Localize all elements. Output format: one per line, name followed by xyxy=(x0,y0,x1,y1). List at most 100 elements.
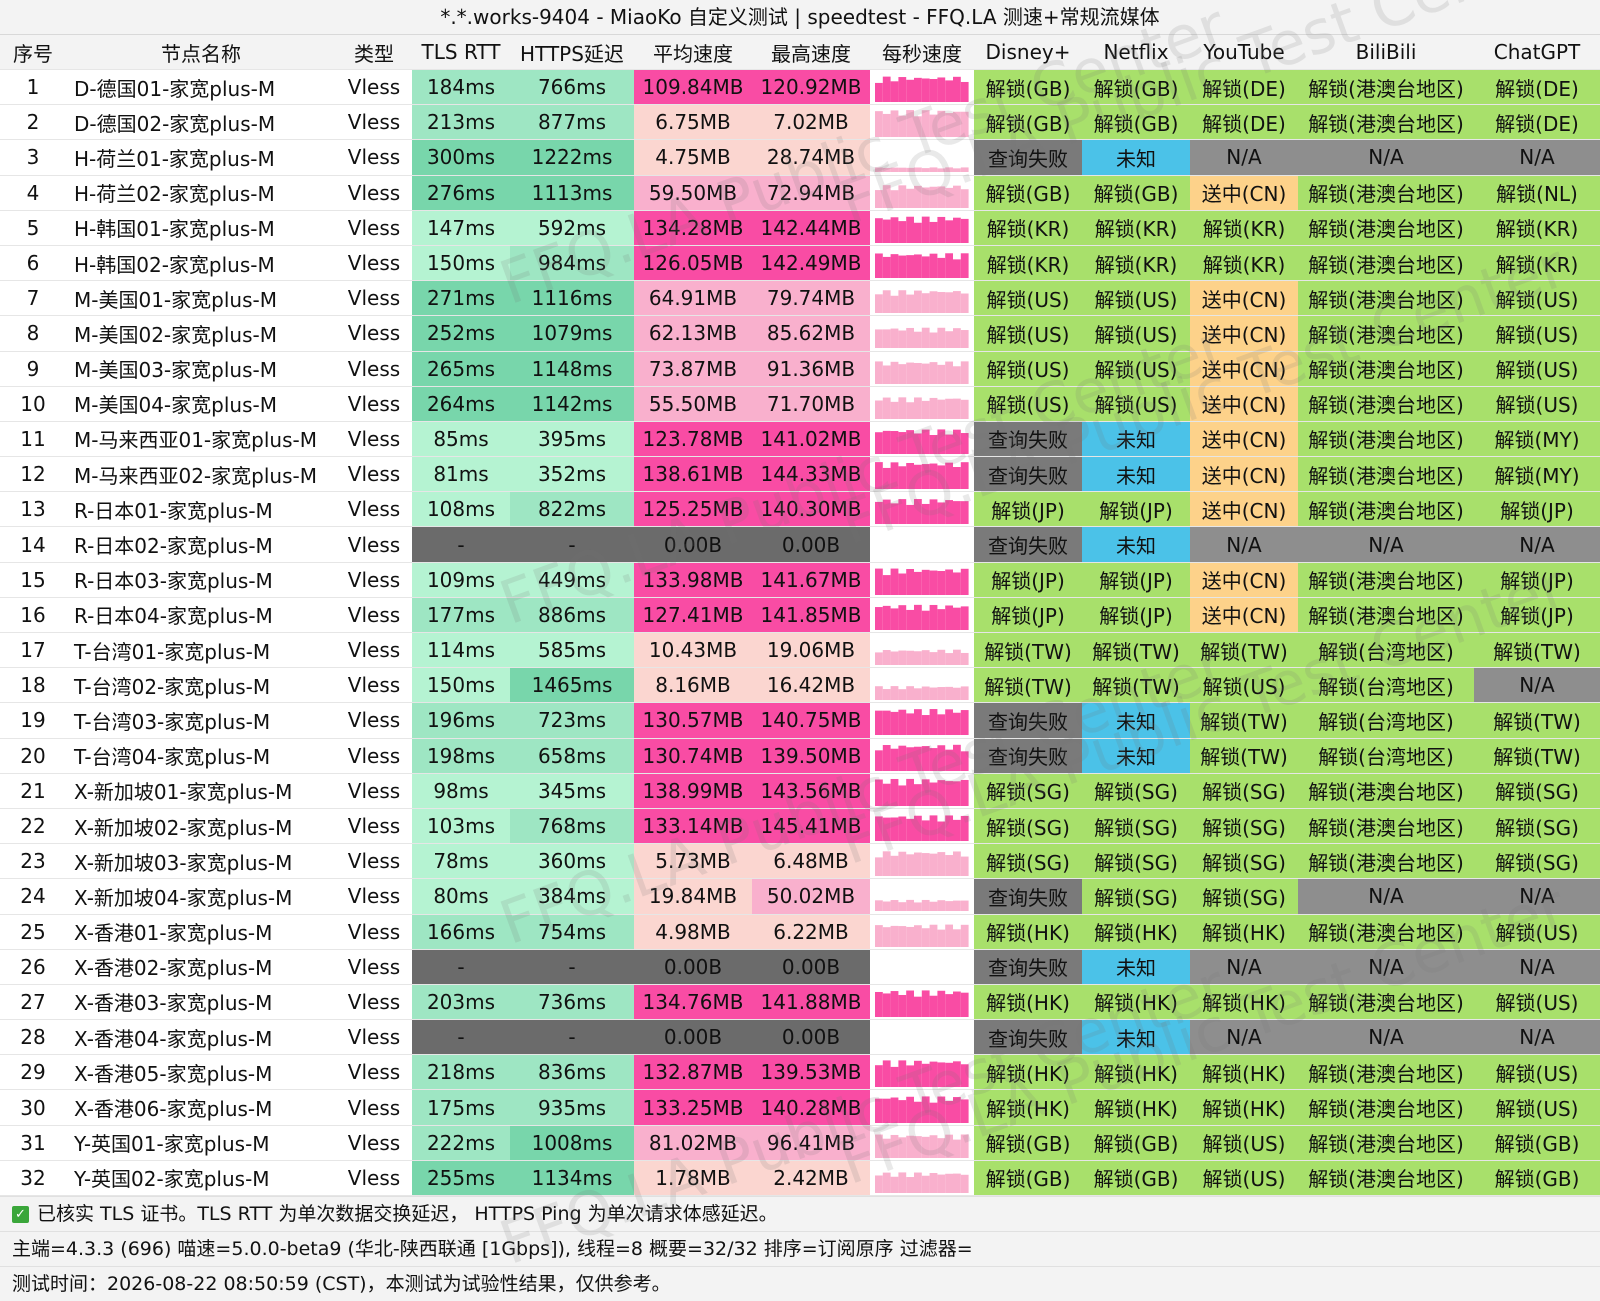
sparkline-bar xyxy=(945,687,953,701)
sparkline-bar xyxy=(890,110,899,138)
sparkline-bar xyxy=(929,79,938,103)
sparkline-bar xyxy=(921,256,930,279)
sparkline-bar xyxy=(875,686,883,701)
sparkline-bar xyxy=(921,820,930,842)
sparkline-bar xyxy=(906,463,914,490)
row-index: 26 xyxy=(0,949,66,985)
sparkline-bar xyxy=(953,398,961,419)
media-youtube: N/A xyxy=(1190,949,1298,985)
avg-speed: 127.41MB xyxy=(634,597,752,634)
tls-rtt: 184ms xyxy=(412,69,510,106)
avg-speed: 1.78MB xyxy=(634,1160,752,1197)
media-chatgpt: 解锁(DE) xyxy=(1474,69,1600,106)
media-disney: 查询失败 xyxy=(974,139,1082,176)
sparkline-bar xyxy=(937,744,946,771)
media-disney: 解锁(GB) xyxy=(974,1160,1082,1197)
sparkline-bar xyxy=(937,929,946,947)
table-row: 30 X-香港06-家宽plus-M Vless 175ms 935ms 133.25MB… xyxy=(0,1089,1600,1126)
sparkline-bar xyxy=(945,331,953,349)
avg-speed: 126.05MB xyxy=(634,245,752,282)
row-index: 28 xyxy=(0,1019,66,1056)
media-youtube: 解锁(US) xyxy=(1190,1125,1298,1161)
sparkline-bar xyxy=(898,499,907,525)
table-row: 6 H-韩国02-家宽plus-M Vless 150ms 984ms 126.05MB 1… xyxy=(0,245,1600,282)
max-speed: 145.41MB xyxy=(752,808,870,845)
media-netflix: 解锁(JP) xyxy=(1082,562,1190,598)
sparkline-bar xyxy=(921,1136,930,1158)
media-disney: 解锁(JP) xyxy=(974,597,1082,634)
sparkline-bar xyxy=(937,821,946,842)
sparkline-bar xyxy=(953,851,961,877)
row-index: 18 xyxy=(0,667,66,704)
media-disney: 解锁(SG) xyxy=(974,773,1082,809)
node-name: X-香港01-家宽plus-M xyxy=(66,914,336,950)
avg-speed: 0.00B xyxy=(634,949,752,985)
sparkline-bar xyxy=(898,330,907,349)
sparkline-bar xyxy=(898,220,907,243)
avg-speed: 10.43MB xyxy=(634,632,752,669)
https-latency: - xyxy=(510,949,634,985)
node-name: T-台湾01-家宽plus-M xyxy=(66,632,336,669)
node-type: Vless xyxy=(336,702,412,739)
table-row: 12 M-马来西亚02-家宽plus-M Vless 81ms 352ms 138.61M… xyxy=(0,456,1600,493)
sparkline-bar xyxy=(890,254,899,279)
table-row: 8 M-美国02-家宽plus-M Vless 252ms 1079ms 62.13MB 8… xyxy=(0,315,1600,352)
sparkline-bar xyxy=(906,900,914,912)
per-second-sparkline xyxy=(870,69,974,106)
node-name: H-韩国01-家宽plus-M xyxy=(66,210,336,246)
node-type: Vless xyxy=(336,386,412,422)
sparkline-bar xyxy=(960,501,969,525)
avg-speed: 125.25MB xyxy=(634,491,752,528)
sparkline-bar xyxy=(906,294,914,314)
sparkline-bar xyxy=(921,610,930,630)
tls-rtt: 109ms xyxy=(412,562,510,598)
per-second-sparkline xyxy=(870,1089,974,1126)
avg-speed: 0.00B xyxy=(634,526,752,563)
media-disney: 解锁(KR) xyxy=(974,245,1082,282)
test-time: 测试时间：2026-08-22 08:50:59 (CST)，本测试为试验性结果… xyxy=(0,1266,1600,1301)
table-row: 24 X-新加坡04-家宽plus-M Vless 80ms 384ms 19.84MB 5… xyxy=(0,878,1600,915)
https-latency: 1142ms xyxy=(510,386,634,422)
sparkline-bar xyxy=(875,606,883,630)
media-chatgpt: 解锁(MY) xyxy=(1474,456,1600,493)
per-second-sparkline xyxy=(870,914,974,950)
media-netflix: 解锁(TW) xyxy=(1082,667,1190,704)
sparkline-bar xyxy=(914,499,922,525)
avg-speed: 8.16MB xyxy=(634,667,752,704)
sparkline-bar xyxy=(921,900,930,912)
sparkline-bar xyxy=(937,779,946,806)
media-netflix: 解锁(HK) xyxy=(1082,1054,1190,1091)
max-speed: 139.50MB xyxy=(752,738,870,774)
sparkline-bar xyxy=(953,928,961,947)
sparkline-bar xyxy=(914,362,922,384)
sparkline-bar xyxy=(890,217,899,243)
https-latency: 1134ms xyxy=(510,1160,634,1197)
sparkline-bar xyxy=(906,430,914,454)
sparkline-bar xyxy=(953,185,961,208)
sparkline-bar xyxy=(921,650,930,666)
media-disney: 解锁(US) xyxy=(974,386,1082,422)
sparkline-bar xyxy=(921,745,930,771)
sparkline-bar xyxy=(921,168,930,173)
sparkline-bar xyxy=(929,815,938,842)
per-second-sparkline xyxy=(870,1160,974,1197)
sparkline-bar xyxy=(953,467,961,490)
media-youtube: 解锁(US) xyxy=(1190,667,1298,704)
media-netflix: 未知 xyxy=(1082,949,1190,985)
node-type: Vless xyxy=(336,1089,412,1126)
sparkline-bar xyxy=(882,605,891,630)
sparkline-bar xyxy=(898,785,907,806)
header-col-netflix: Netflix xyxy=(1082,35,1190,70)
media-bilibili: 解锁(港澳台地区) xyxy=(1298,104,1474,141)
media-chatgpt: N/A xyxy=(1474,878,1600,915)
media-youtube: 解锁(SG) xyxy=(1190,843,1298,880)
per-second-sparkline xyxy=(870,1019,974,1056)
sparkline-bar xyxy=(914,852,922,877)
media-bilibili: 解锁(港澳台地区) xyxy=(1298,1125,1474,1161)
media-disney: 解锁(TW) xyxy=(974,667,1082,704)
sparkline-bar xyxy=(953,365,961,384)
sparkline-bar xyxy=(945,653,953,666)
sparkline-bar xyxy=(898,255,907,279)
test-info: 主端=4.3.3 (696) 喵速=5.0.0-beta9 (华北-陕西联通 [… xyxy=(0,1231,1600,1266)
https-latency: 984ms xyxy=(510,245,634,282)
